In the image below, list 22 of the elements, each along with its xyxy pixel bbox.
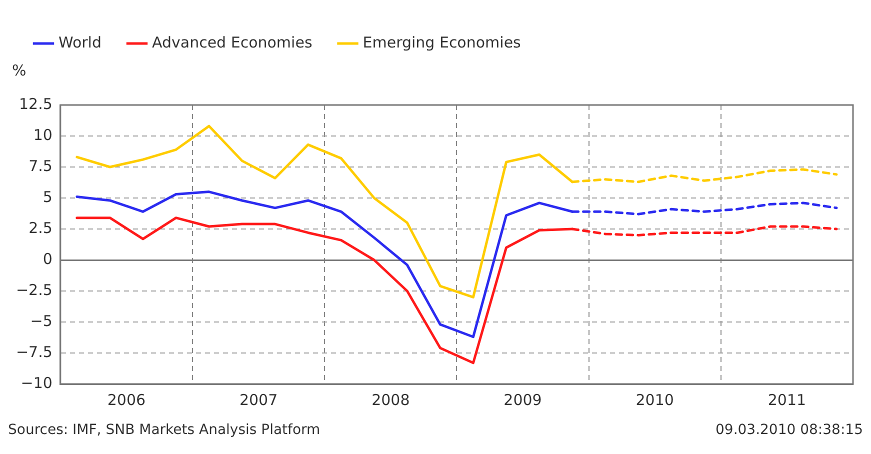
x-tick-label: 2007: [239, 390, 278, 409]
source-note: Sources: IMF, SNB Markets Analysis Platform: [8, 422, 320, 438]
legend-label: Emerging Economies: [362, 33, 522, 52]
x-tick-label: 2008: [372, 390, 410, 409]
y-tick-label: −7.5: [16, 342, 52, 361]
text: 09.03.2010 08:38:15: [716, 422, 863, 438]
x-tick-label: 2006: [107, 390, 146, 409]
legend-label: Advanced Economies: [152, 33, 312, 52]
x-tick-label: 2010: [636, 390, 674, 409]
y-tick-label: 10: [33, 126, 52, 144]
y-tick-label: −10: [20, 374, 52, 392]
legend-label: World: [58, 33, 102, 52]
y-axis-title: %: [12, 61, 26, 80]
y-tick-label: −2.5: [16, 280, 52, 299]
y-tick-label: −5: [30, 312, 52, 330]
y-tick-label: 5: [42, 188, 52, 206]
x-tick-label: 2009: [504, 390, 542, 409]
x-tick-label: 2011: [768, 390, 806, 409]
y-tick-label: 0: [42, 250, 52, 268]
y-tick-label: 2.5: [28, 218, 52, 237]
y-tick-label: 7.5: [28, 156, 52, 175]
y-tick-label: 12.5: [19, 94, 52, 113]
